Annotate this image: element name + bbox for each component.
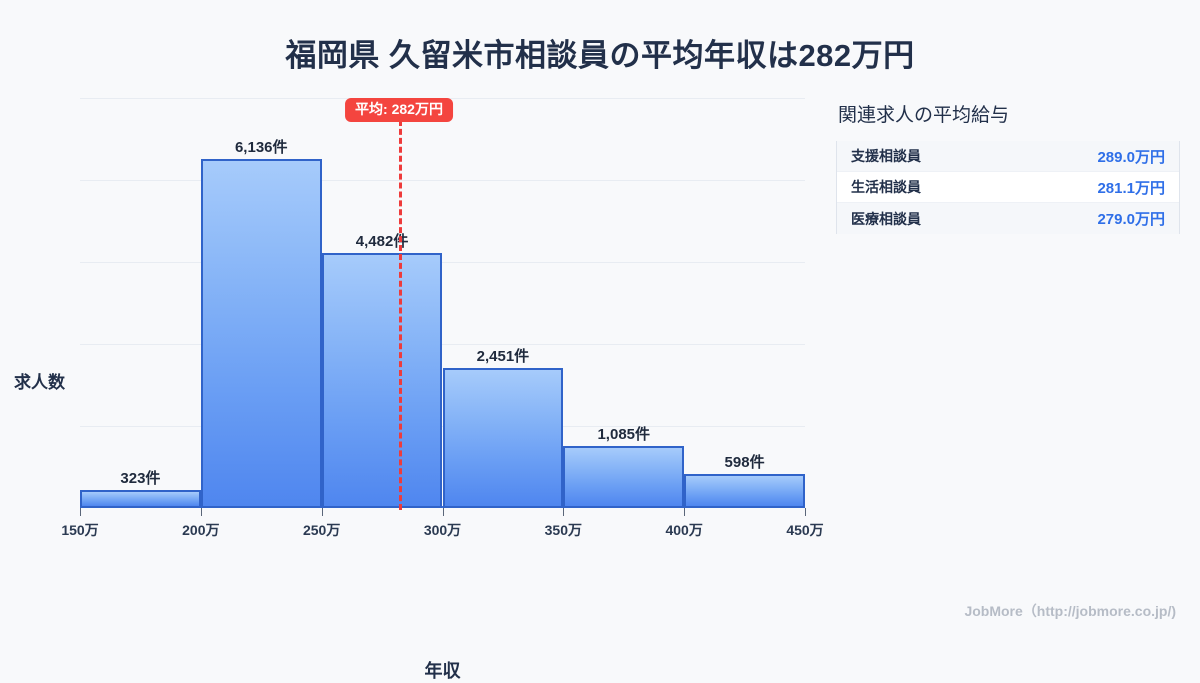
related-salary-table: 支援相談員 289.0万円生活相談員 281.1万円医療相談員 279.0万円 [836, 141, 1180, 234]
bar-value-label: 598件 [724, 453, 765, 471]
related-salary-job-name: 生活相談員 [851, 179, 921, 195]
x-tick-mark [321, 508, 323, 516]
histogram-bar [80, 489, 201, 508]
related-salary-row: 生活相談員 281.1万円 [837, 172, 1179, 203]
x-tick-label: 450万 [786, 522, 824, 538]
x-tick-mark [200, 508, 202, 516]
related-salary-row: 支援相談員 289.0万円 [837, 141, 1179, 172]
page-title: 福岡県 久留米市相談員の平均年収は282万円 [285, 38, 915, 73]
x-tick-label: 300万 [423, 522, 462, 538]
average-badge: 平均: 282万円 [345, 98, 453, 123]
x-tick-mark [684, 508, 686, 516]
average-line [399, 120, 402, 510]
histogram-bar [442, 368, 564, 508]
x-tick-label: 250万 [302, 522, 341, 538]
bar-value-label: 1,085件 [597, 426, 651, 444]
histogram-bar [200, 158, 322, 508]
bar-value-label: 2,451件 [476, 348, 530, 366]
bar-value-label: 6,136件 [234, 138, 288, 156]
x-axis-title: 年収 [424, 661, 461, 681]
x-tick-label: 200万 [182, 522, 220, 538]
x-tick-mark [805, 508, 806, 516]
y-axis-title: 求人数 [14, 373, 65, 392]
x-tick-label: 400万 [665, 522, 703, 538]
histogram-bar [321, 252, 443, 508]
x-tick-label: 350万 [544, 522, 583, 538]
x-tick-mark [80, 508, 81, 516]
footer-watermark: JobMore（http://jobmore.co.jp/) [964, 603, 1176, 619]
related-salary-value: 289.0万円 [1097, 148, 1165, 166]
related-salary-heading: 関連求人の平均給与 [838, 105, 1010, 126]
related-salary-value: 281.1万円 [1097, 179, 1165, 197]
gridline [80, 262, 805, 263]
gridline [80, 180, 805, 181]
plot-area: 323件 6,136件 4,482件 2,451件 1,085件 598件 150万 200万… [61, 98, 824, 538]
gridline [80, 344, 805, 345]
related-salary-job-name: 支援相談員 [851, 148, 921, 164]
chart-region: 求人数 323件 6,136件 4,482件 2,451件 1,085件 598件 150万… [0, 90, 830, 681]
related-salary-panel: 関連求人の平均給与 支援相談員 289.0万円生活相談員 281.1万円医療相談員 2… [836, 100, 1180, 234]
histogram-bar [684, 473, 805, 508]
x-tick-label: 150万 [61, 522, 99, 538]
bar-value-label: 4,482件 [355, 232, 409, 250]
related-salary-value: 279.0万円 [1097, 211, 1165, 228]
bar-value-label: 323件 [120, 469, 161, 487]
chart-page: 福岡県 久留米市相談員の平均年収は282万円 求人数 323件 6,136件 4,4… [0, 38, 1180, 681]
histogram-bar [563, 446, 685, 508]
x-tick-mark [442, 508, 444, 516]
related-salary-job-name: 医療相談員 [851, 210, 921, 227]
x-tick-mark [563, 508, 565, 516]
related-salary-row: 医療相談員 279.0万円 [837, 203, 1179, 234]
